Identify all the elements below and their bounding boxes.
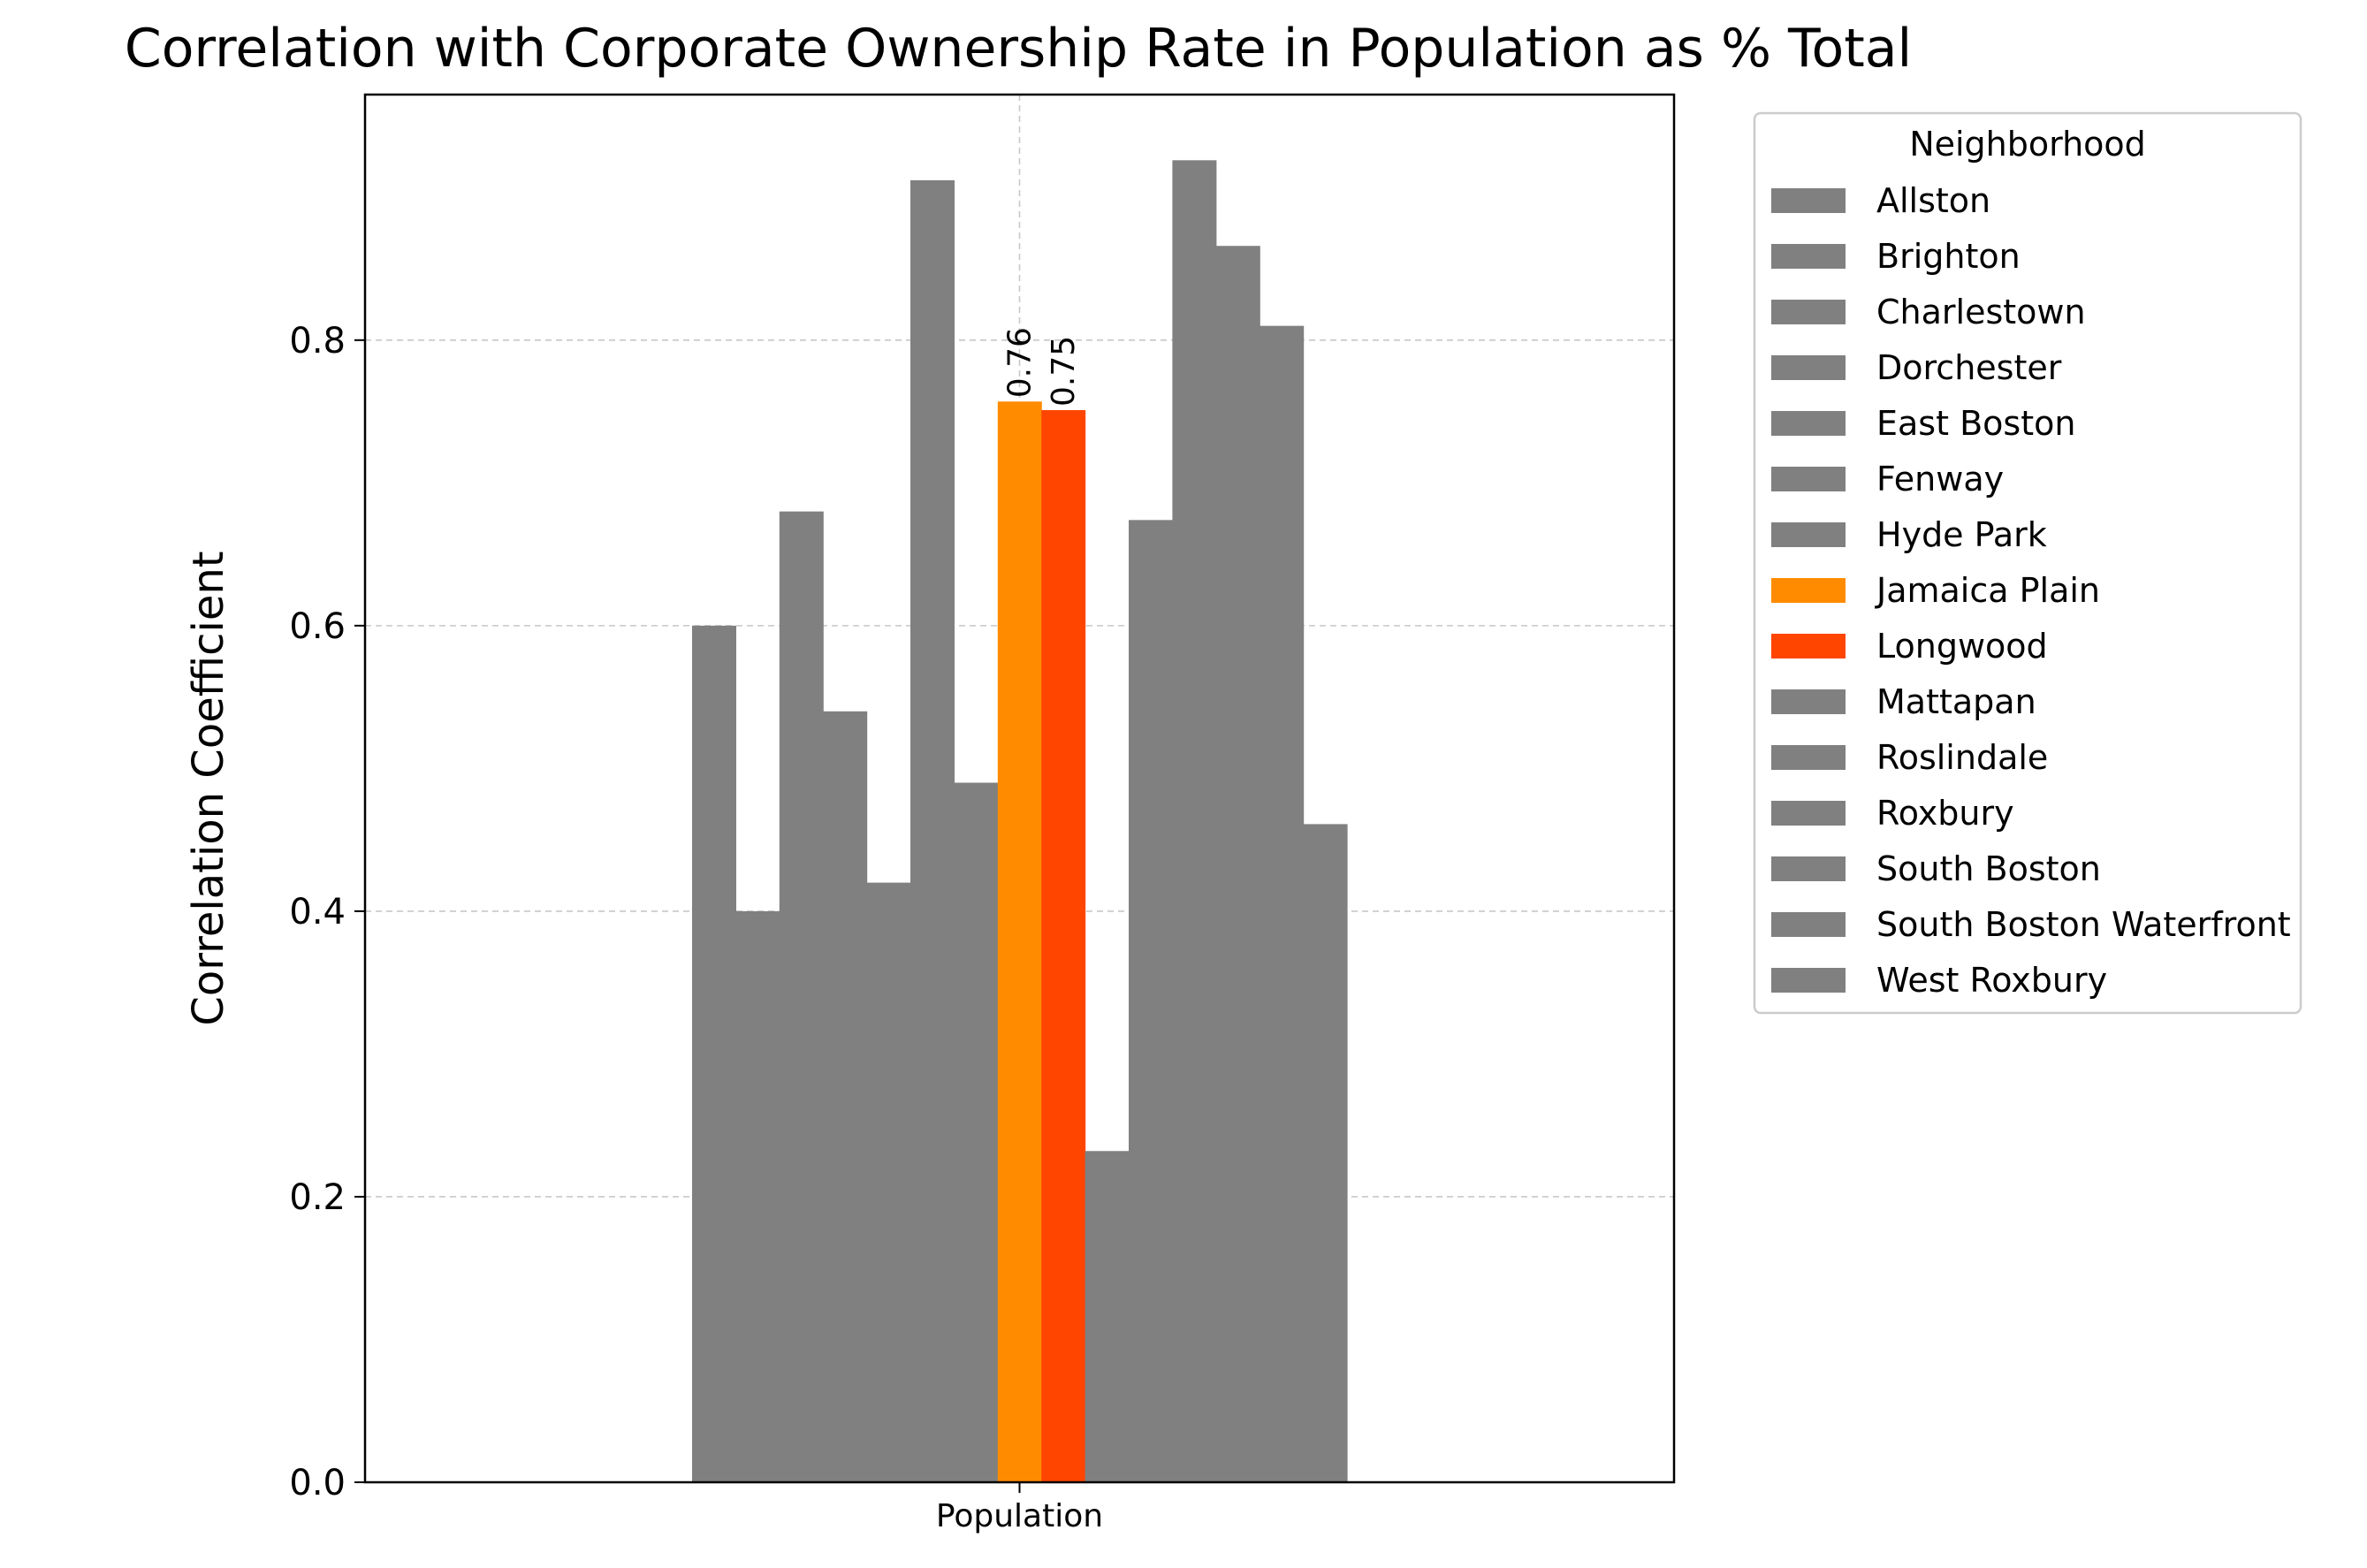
y-tick-label: 0.2 (289, 1177, 346, 1218)
legend-entry-hyde-park: Hyde Park (1876, 515, 2047, 554)
bar-south-boston-waterfront (1260, 325, 1305, 1483)
legend-swatch-roslindale (1771, 745, 1846, 770)
y-tick-label: 0.4 (289, 892, 346, 932)
legend-swatch-charlestown (1771, 300, 1846, 324)
y-axis-label: Correlation Coefficient (184, 551, 233, 1025)
bar-allston (692, 625, 736, 1482)
legend-entry-east-boston: East Boston (1876, 404, 2075, 443)
legend-swatch-brighton (1771, 244, 1846, 269)
bar-west-roxbury (1303, 824, 1348, 1482)
legend-swatch-jamaica-plain (1771, 578, 1846, 603)
x-tick-label: Population (936, 1498, 1103, 1534)
legend-swatch-west-roxbury (1771, 968, 1846, 993)
legend-swatch-allston (1771, 188, 1846, 213)
bar-south-boston (1215, 246, 1260, 1482)
bar-roslindale (1129, 520, 1173, 1483)
y-tick-label: 0.6 (289, 606, 346, 647)
legend-entry-longwood: Longwood (1876, 627, 2048, 666)
legend: Neighborhood Allston Brighton Charlestown D… (1753, 111, 2302, 1015)
y-axis: 0.0 0.2 0.4 0.6 0.8 (289, 321, 365, 1503)
legend-entry-brighton: Brighton (1876, 237, 2021, 276)
legend-entry-south-boston-waterfront: South Boston Waterfront (1876, 905, 2291, 944)
legend-entry-allston: Allston (1876, 181, 1990, 220)
legend-entry-dorchester: Dorchester (1876, 348, 2062, 387)
data-label-jamaica-plain: 0.76 (1002, 327, 1039, 398)
legend-entry-roxbury: Roxbury (1876, 794, 2014, 833)
legend-swatch-roxbury (1771, 801, 1846, 826)
legend-frame (1753, 111, 2302, 1015)
bar-longwood (1041, 409, 1086, 1482)
x-axis: Population (936, 1482, 1103, 1534)
legend-swatch-south-boston-waterfront (1771, 912, 1846, 937)
legend-swatch-south-boston (1771, 856, 1846, 881)
legend-entry-south-boston: South Boston (1876, 849, 2101, 888)
legend-title: Neighborhood (1909, 125, 2146, 164)
legend-items: Allston Brighton Charlestown Dorchester East… (1771, 181, 2291, 1000)
bar-group (692, 160, 1348, 1483)
legend-entry-charlestown: Charlestown (1876, 293, 2086, 331)
bar-hyde-park (954, 782, 999, 1482)
bar-dorchester (823, 711, 868, 1482)
legend-swatch-longwood (1771, 634, 1846, 658)
legend-swatch-fenway (1771, 467, 1846, 491)
legend-entry-mattapan: Mattapan (1876, 682, 2036, 721)
data-label-group: 0.76 0.75 (1002, 327, 1082, 407)
y-tick-label: 0.8 (289, 321, 346, 362)
bar-east-boston (866, 882, 911, 1482)
legend-entry-roslindale: Roslindale (1876, 738, 2048, 777)
bar-mattapan (1085, 1151, 1130, 1482)
legend-entry-fenway: Fenway (1876, 460, 2004, 499)
chart-title: Correlation with Corporate Ownership Rat… (125, 18, 1912, 80)
legend-swatch-hyde-park (1771, 522, 1846, 547)
bar-fenway (910, 179, 955, 1482)
legend-swatch-mattapan (1771, 689, 1846, 714)
data-label-longwood: 0.75 (1046, 336, 1082, 407)
legend-swatch-east-boston (1771, 411, 1846, 436)
legend-swatch-dorchester (1771, 355, 1846, 380)
legend-entry-jamaica-plain: Jamaica Plain (1875, 571, 2100, 610)
bar-brighton (735, 910, 780, 1482)
bar-roxbury (1172, 160, 1217, 1482)
legend-entry-west-roxbury: West Roxbury (1876, 961, 2107, 1000)
bar-jamaica-plain (997, 401, 1042, 1482)
bar-charlestown (779, 511, 824, 1482)
y-tick-label: 0.0 (289, 1463, 346, 1503)
